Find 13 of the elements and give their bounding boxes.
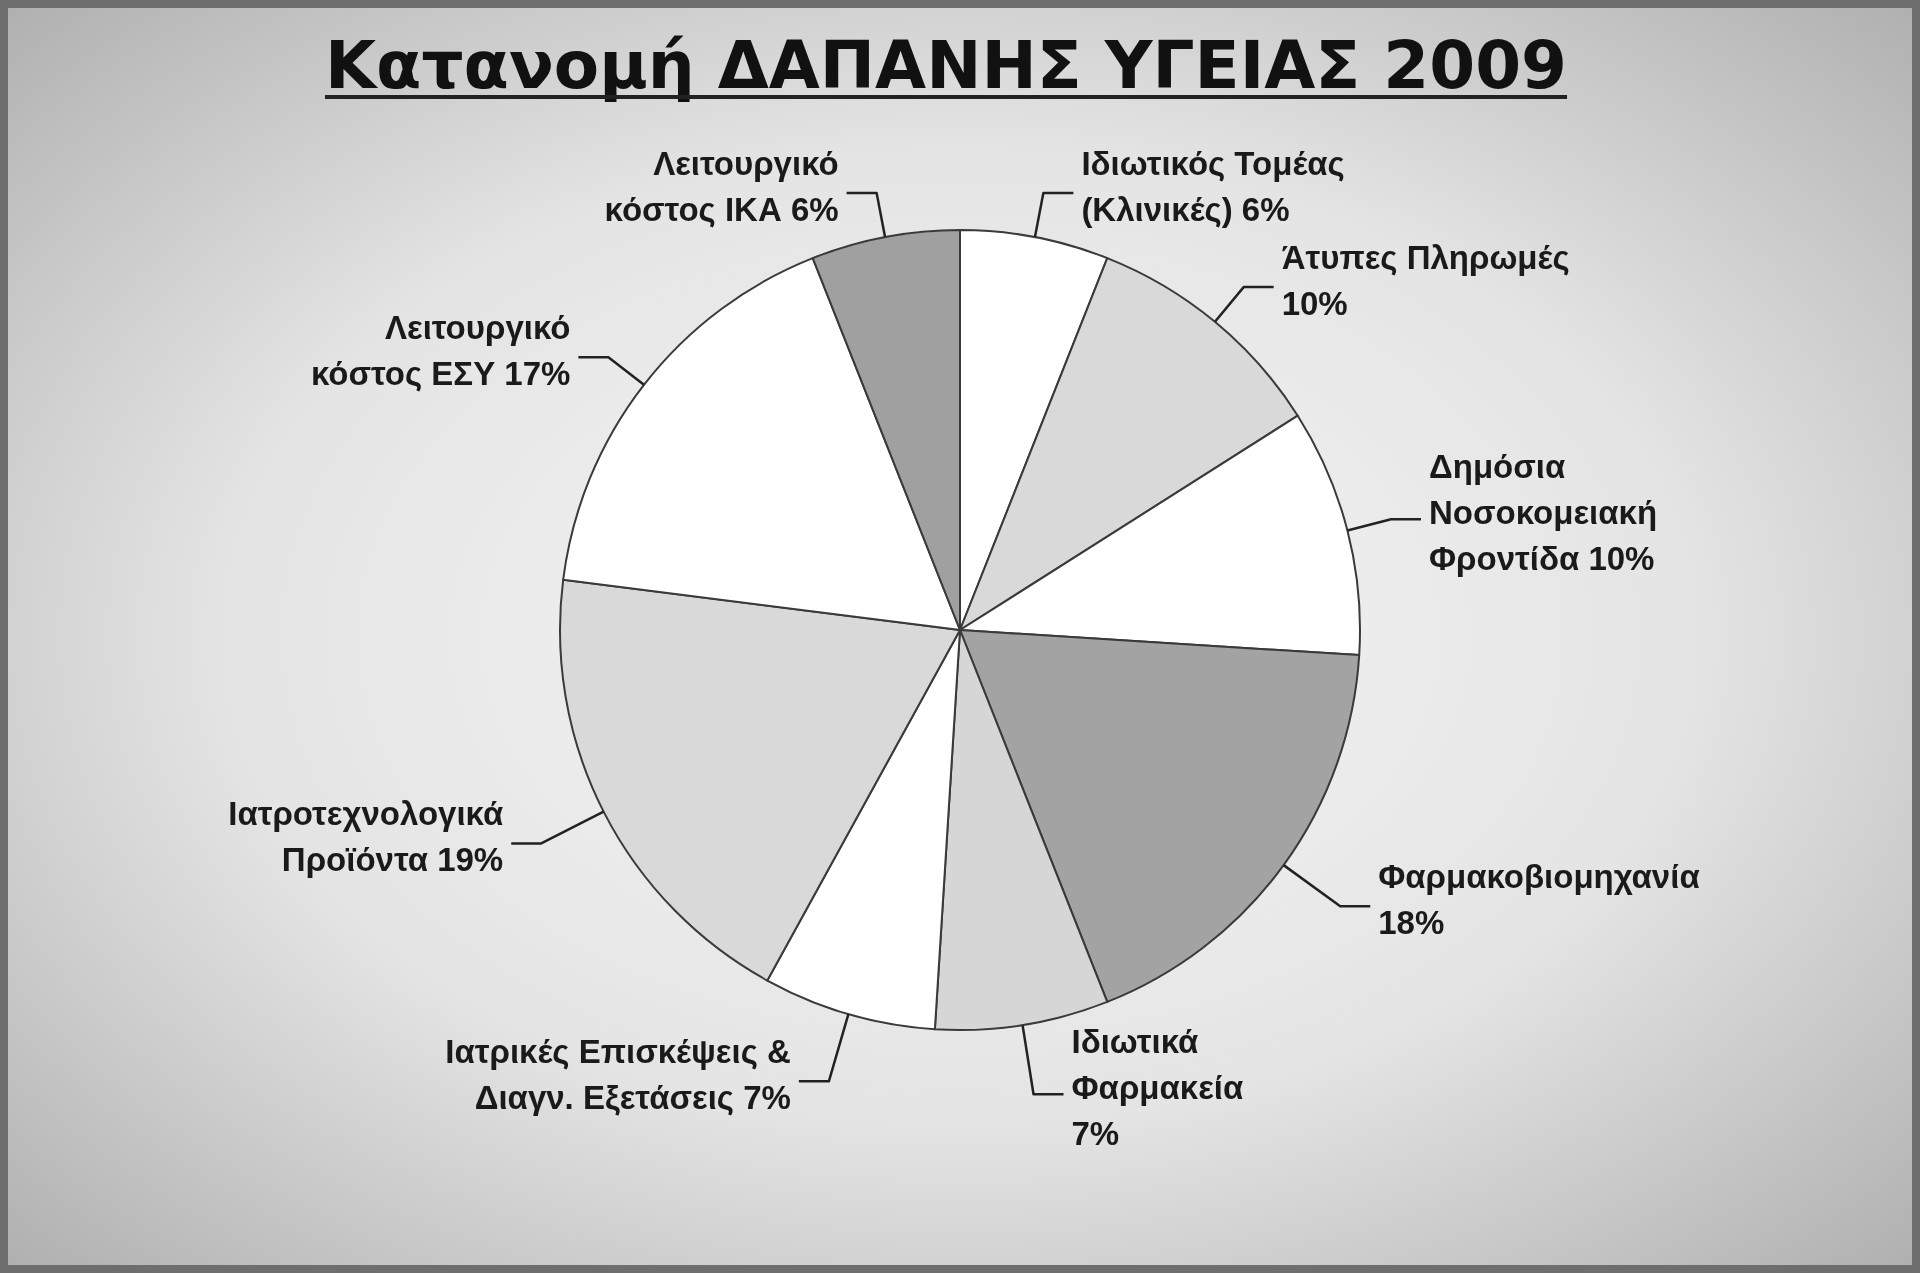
data-label: 7% bbox=[1071, 1115, 1120, 1153]
slice-label: Λειτουργικό κόστος ΙΚΑ 6% bbox=[604, 144, 839, 228]
slice-label: Φαρμακοβιομηχανία bbox=[1378, 858, 1700, 896]
data-label: 10% bbox=[1281, 285, 1348, 323]
data-label: 18% bbox=[1378, 904, 1445, 942]
slice-label: Δημόσια Νοσοκομειακή Φροντίδα 10% bbox=[1429, 448, 1658, 578]
slice-label: Ιατρικές Επισκέψεις & Διαγν. Εξετάσεις 7% bbox=[445, 1033, 791, 1117]
chart-title: Κατανομή ΔΑΠΑΝΗΣ ΥΓΕΙΑΣ 2009 bbox=[324, 27, 1568, 104]
slice-label: Ιδιωτικός Τομέας (Κλινικές) 6% bbox=[1081, 144, 1345, 228]
slice-label: Ιδιωτικά Φαρμακεία bbox=[1071, 1023, 1244, 1107]
slice-label: Λειτουργικό κόστος ΕΣΥ 17% bbox=[310, 309, 571, 393]
slice-label: Ιατροτεχνολογικά Προϊόντα 19% bbox=[228, 795, 504, 879]
slice-label: Άτυπες Πληρωμές bbox=[1281, 239, 1570, 277]
